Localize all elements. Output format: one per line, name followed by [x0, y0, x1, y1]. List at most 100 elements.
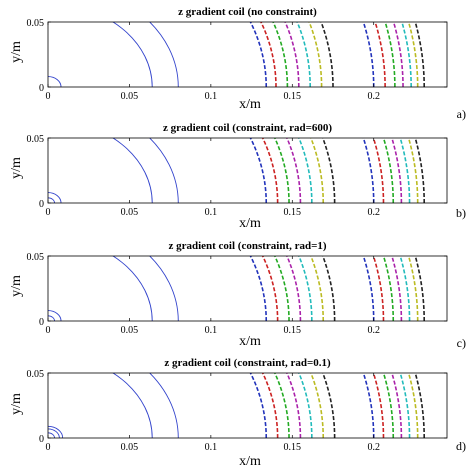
- solid-contour-line: [48, 192, 62, 203]
- dashed-contour-line: [310, 373, 325, 438]
- solid-contour-line: [148, 22, 179, 87]
- axis-frame: [47, 255, 448, 322]
- y-axis-label: y/m: [9, 393, 24, 415]
- dashed-contour-line: [249, 22, 268, 87]
- x-tick-label: 0.15: [284, 325, 302, 336]
- x-tick-label: 0.05: [121, 207, 139, 218]
- dashed-contour-line: [407, 373, 419, 438]
- panel-letter: b): [456, 206, 466, 220]
- y-tick-label: 0.05: [27, 18, 45, 29]
- x-tick-label: 0.15: [284, 91, 302, 102]
- solid-contour-line: [112, 22, 153, 87]
- solid-contour-line: [148, 373, 179, 438]
- axis-frame: [47, 372, 448, 439]
- dashed-contour-line: [362, 373, 375, 438]
- dashed-contour-line: [362, 138, 375, 203]
- dashed-contour-line: [249, 373, 268, 438]
- dashed-contour-line: [273, 373, 290, 438]
- y-tick-label: 0: [39, 83, 44, 94]
- dashed-contour-line: [382, 138, 395, 203]
- y-tick-label: 0: [39, 317, 44, 328]
- dashed-contour-line: [298, 256, 313, 321]
- x-tick-label: 0: [46, 207, 51, 218]
- x-tick-label: 0.15: [284, 207, 302, 218]
- dashed-contour-line: [372, 138, 385, 203]
- x-tick-label: 0.2: [367, 207, 380, 218]
- solid-contour-line: [48, 197, 55, 203]
- x-axis-label: x/m: [239, 97, 261, 112]
- dashed-contour-line: [399, 256, 411, 321]
- contour-group: [48, 138, 425, 203]
- y-axis-label: y/m: [9, 275, 24, 297]
- axis-frame: [47, 21, 448, 88]
- dashed-contour-line: [374, 22, 386, 87]
- solid-contour-line: [48, 315, 55, 321]
- x-tick-label: 0.05: [121, 325, 139, 336]
- dashed-contour-line: [310, 256, 325, 321]
- dashed-contour-line: [399, 373, 411, 438]
- panel-title: z gradient coil (constraint, rad=600): [163, 122, 332, 134]
- y-axis-label: y/m: [9, 157, 24, 179]
- y-tick-label: 0.05: [27, 369, 45, 380]
- dashed-contour-line: [272, 22, 289, 87]
- x-tick-label: 0.1: [205, 91, 218, 102]
- solid-contour-line: [112, 256, 153, 321]
- x-tick-label: 0.05: [121, 91, 139, 102]
- solid-contour-line: [48, 425, 64, 438]
- chart-panel-1: 0 0.05 0.1 0.15 0.2 0 0.05 z gradient coil (no …: [9, 6, 466, 121]
- dashed-contour-line: [298, 138, 313, 203]
- x-tick-label: 0.2: [367, 325, 380, 336]
- solid-contour-line: [48, 432, 55, 438]
- x-tick-label: 0.05: [121, 442, 139, 453]
- axis-frame: [47, 137, 448, 204]
- panel-letter: c): [457, 336, 466, 350]
- x-tick-label: 0.2: [367, 442, 380, 453]
- x-tick-label: 0.15: [284, 442, 302, 453]
- y-tick-label: 0: [39, 434, 44, 445]
- dashed-contour-line: [284, 22, 300, 87]
- contour-group: [48, 373, 425, 438]
- dashed-contour-line: [399, 138, 411, 203]
- solid-contour-line: [48, 310, 62, 321]
- chart-panel-3: 0 0.05 0.1 0.15 0.2 0 0.05 z gradient coil (con…: [9, 240, 466, 350]
- dashed-contour-line: [249, 138, 268, 203]
- panel-letter: a): [457, 107, 466, 121]
- x-tick-label: 0: [46, 442, 51, 453]
- x-tick-label: 0.2: [367, 91, 380, 102]
- dashed-contour-line: [362, 22, 375, 87]
- solid-contour-line: [112, 138, 153, 203]
- chart-panel-4: 0 0.05 0.1 0.15 0.2 0 0.05 z gradient coil (con…: [9, 357, 466, 469]
- dashed-contour-line: [362, 256, 375, 321]
- solid-contour-line: [112, 373, 153, 438]
- x-tick-label: 0.1: [205, 325, 218, 336]
- y-axis-label: y/m: [9, 41, 24, 63]
- solid-contour-line: [48, 76, 62, 87]
- x-axis-label: x/m: [239, 216, 261, 231]
- panel-letter: d): [456, 439, 466, 453]
- dashed-contour-line: [414, 256, 425, 321]
- y-tick-label: 0.05: [27, 252, 45, 263]
- dashed-contour-line: [407, 138, 419, 203]
- dashed-contour-line: [308, 22, 323, 87]
- y-tick-label: 0: [39, 199, 44, 210]
- solid-contour-line: [48, 428, 60, 438]
- x-tick-label: 0: [46, 91, 51, 102]
- dashed-contour-line: [390, 256, 403, 321]
- dashed-contour-line: [407, 256, 419, 321]
- y-tick-label: 0.05: [27, 134, 45, 145]
- x-tick-label: 0.1: [205, 207, 218, 218]
- dashed-contour-line: [249, 256, 268, 321]
- dashed-contour-line: [372, 373, 385, 438]
- solid-contour-line: [148, 256, 179, 321]
- dashed-contour-line: [310, 138, 325, 203]
- dashed-contour-line: [382, 373, 395, 438]
- contour-group: [48, 256, 425, 321]
- dashed-contour-line: [390, 138, 403, 203]
- panel-title: z gradient coil (constraint, rad=0.1): [164, 357, 331, 369]
- dashed-contour-line: [372, 256, 385, 321]
- dashed-contour-line: [390, 373, 403, 438]
- dashed-contour-line: [273, 256, 290, 321]
- contour-group: [48, 22, 425, 87]
- dashed-contour-line: [273, 138, 290, 203]
- dashed-contour-line: [296, 22, 311, 87]
